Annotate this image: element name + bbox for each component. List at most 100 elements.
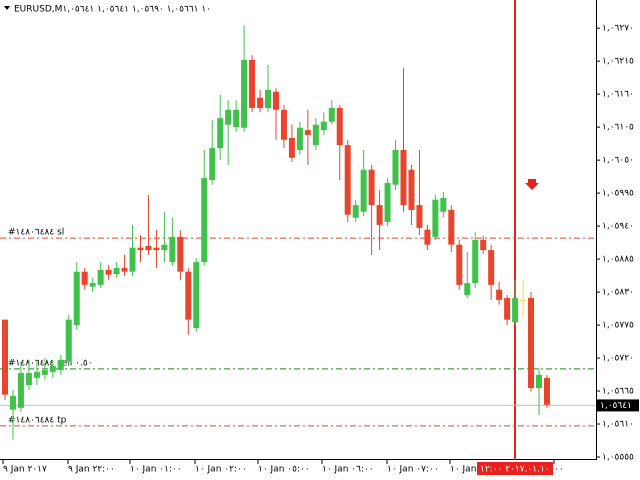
candle-body bbox=[424, 229, 431, 245]
candle-body bbox=[440, 197, 447, 212]
current-price-label: ١,٠٥٦٤١ bbox=[600, 401, 632, 411]
candle-body bbox=[233, 109, 240, 128]
candle-body bbox=[543, 377, 550, 405]
candle-body bbox=[512, 298, 519, 323]
candle-body bbox=[488, 250, 495, 285]
y-tick-label: ١,٠٥٩٤٠ bbox=[602, 222, 634, 232]
y-tick-label: ١,٠٥٦١٠ bbox=[602, 420, 634, 430]
candle-body bbox=[257, 97, 264, 108]
candle-body bbox=[456, 244, 463, 285]
candle-body bbox=[2, 319, 8, 395]
candle-body bbox=[217, 118, 224, 149]
y-tick-label: ١,٠٥٩٩٥ bbox=[602, 189, 634, 199]
candle-body bbox=[121, 268, 128, 272]
y-tick-label: ١,٠٦١٦٠ bbox=[602, 90, 634, 100]
candle-body bbox=[49, 365, 56, 372]
candle-body bbox=[185, 271, 192, 320]
candle-body bbox=[129, 247, 136, 272]
x-tick-label: ١٠ Jan ٠١:٠٠ bbox=[130, 465, 182, 475]
candle-body bbox=[161, 244, 168, 251]
candle-body bbox=[201, 178, 208, 263]
y-tick-label: ١,٠٦٢١٥ bbox=[602, 57, 634, 67]
candle-body bbox=[33, 371, 40, 378]
order-level-label: #١٤٨٠٦٤٨٤ sl bbox=[8, 228, 64, 238]
candle-body bbox=[137, 247, 144, 251]
y-tick-label: ١,٠٦١٠٥ bbox=[602, 123, 634, 133]
candle-body bbox=[344, 145, 351, 215]
candle-body bbox=[432, 199, 439, 237]
candle-body bbox=[105, 269, 112, 275]
candle-body bbox=[193, 262, 200, 329]
candle-body bbox=[360, 169, 367, 212]
candle-body bbox=[352, 205, 359, 218]
candle-body bbox=[368, 169, 375, 206]
y-tick-label: ١,٠٥٨٣٠ bbox=[602, 288, 634, 298]
cursor-time-box bbox=[477, 462, 553, 475]
sell-arrow bbox=[525, 179, 539, 190]
x-tick-label: ٠٠ bbox=[554, 465, 564, 475]
candle-body bbox=[169, 236, 176, 263]
candle-body bbox=[296, 127, 303, 150]
candle-body bbox=[97, 269, 104, 285]
y-tick-label: ١,٠٦٠٥٠ bbox=[602, 156, 634, 166]
y-tick-label: ١,٠٦٢٧٠ bbox=[602, 24, 634, 34]
order-level-label: #١٤٨٠٦٤٨٤ sell ٠.٥٠ bbox=[8, 358, 93, 368]
candle-body bbox=[480, 239, 487, 251]
candle-body bbox=[288, 137, 295, 158]
candle-body bbox=[153, 247, 160, 251]
candle-body bbox=[113, 268, 120, 275]
candle-body bbox=[464, 283, 471, 296]
x-tick-label: ١٠ Jan ٠٢:٠٠ bbox=[195, 465, 247, 475]
candle-body bbox=[472, 239, 479, 284]
candle-body bbox=[41, 370, 48, 375]
x-tick-label: ٩ Jan ٢٠١٧ bbox=[3, 465, 47, 475]
candle-body bbox=[400, 149, 407, 206]
candle-body bbox=[145, 245, 152, 251]
candle-body bbox=[65, 319, 72, 362]
candle-body bbox=[25, 373, 32, 386]
candle-body bbox=[81, 271, 88, 285]
candle-body bbox=[535, 374, 542, 389]
candle-body bbox=[496, 289, 503, 300]
y-tick-label: ١,٠٥٧٧٥ bbox=[602, 321, 634, 331]
x-tick-label: ١٠ Jan ٠٧:٠٠ bbox=[387, 465, 439, 475]
candle-body bbox=[504, 298, 511, 320]
y-tick-label: ١,٠٥٥٥٥ bbox=[602, 453, 634, 463]
candle-body bbox=[312, 124, 319, 146]
candle-body bbox=[336, 107, 343, 146]
menu-triangle bbox=[4, 6, 10, 10]
candle-body bbox=[73, 271, 80, 326]
x-tick-label: ١٠ Jan ٠٥:٠٠ bbox=[258, 465, 310, 475]
x-tick-label: ١٠ Jan ٠٩:٠٠ bbox=[450, 465, 502, 475]
order-level-label: #١٤٨٠٦٤٨٤ tp bbox=[8, 415, 67, 425]
candle-body bbox=[89, 283, 96, 287]
candle-body bbox=[520, 299, 527, 301]
y-tick-label: ١,٠٥٨٨٥ bbox=[602, 255, 634, 265]
candle-body bbox=[209, 148, 216, 180]
cursor-time-label: ٢٠١٧.٠١.١٠ ١٢:٠٠ bbox=[480, 465, 550, 475]
candle-body bbox=[328, 107, 335, 122]
candle-body bbox=[57, 359, 64, 371]
candle-body bbox=[448, 209, 455, 245]
candle-body bbox=[320, 121, 327, 131]
x-tick-label: ١٠ Jan ٠٦:٠٠ bbox=[322, 465, 374, 475]
candle-body bbox=[392, 149, 399, 185]
candle-body bbox=[280, 109, 287, 140]
y-tick-label: ١,٠٥٦٦٥ bbox=[602, 387, 634, 397]
candle-body bbox=[304, 130, 311, 135]
candle-body bbox=[408, 169, 415, 210]
x-tick-label: ٩ Jan ٢٢:٠٠ bbox=[68, 465, 115, 475]
candle-body bbox=[376, 205, 383, 225]
candle-body bbox=[177, 236, 184, 272]
candle-body bbox=[265, 89, 272, 108]
candle-body bbox=[225, 109, 232, 125]
candle-body bbox=[9, 395, 16, 410]
candle-body bbox=[384, 182, 391, 222]
candle-body bbox=[272, 91, 279, 110]
candle-body bbox=[17, 373, 24, 408]
candle-body bbox=[416, 205, 423, 228]
candle-body bbox=[528, 298, 535, 389]
chart-title: EURUSD,M١٠ ١,٠٥٦٦١ ١,٠٥٦٩٠ ١,٠٥٦٤١ ١,٠٥٦… bbox=[14, 5, 211, 15]
